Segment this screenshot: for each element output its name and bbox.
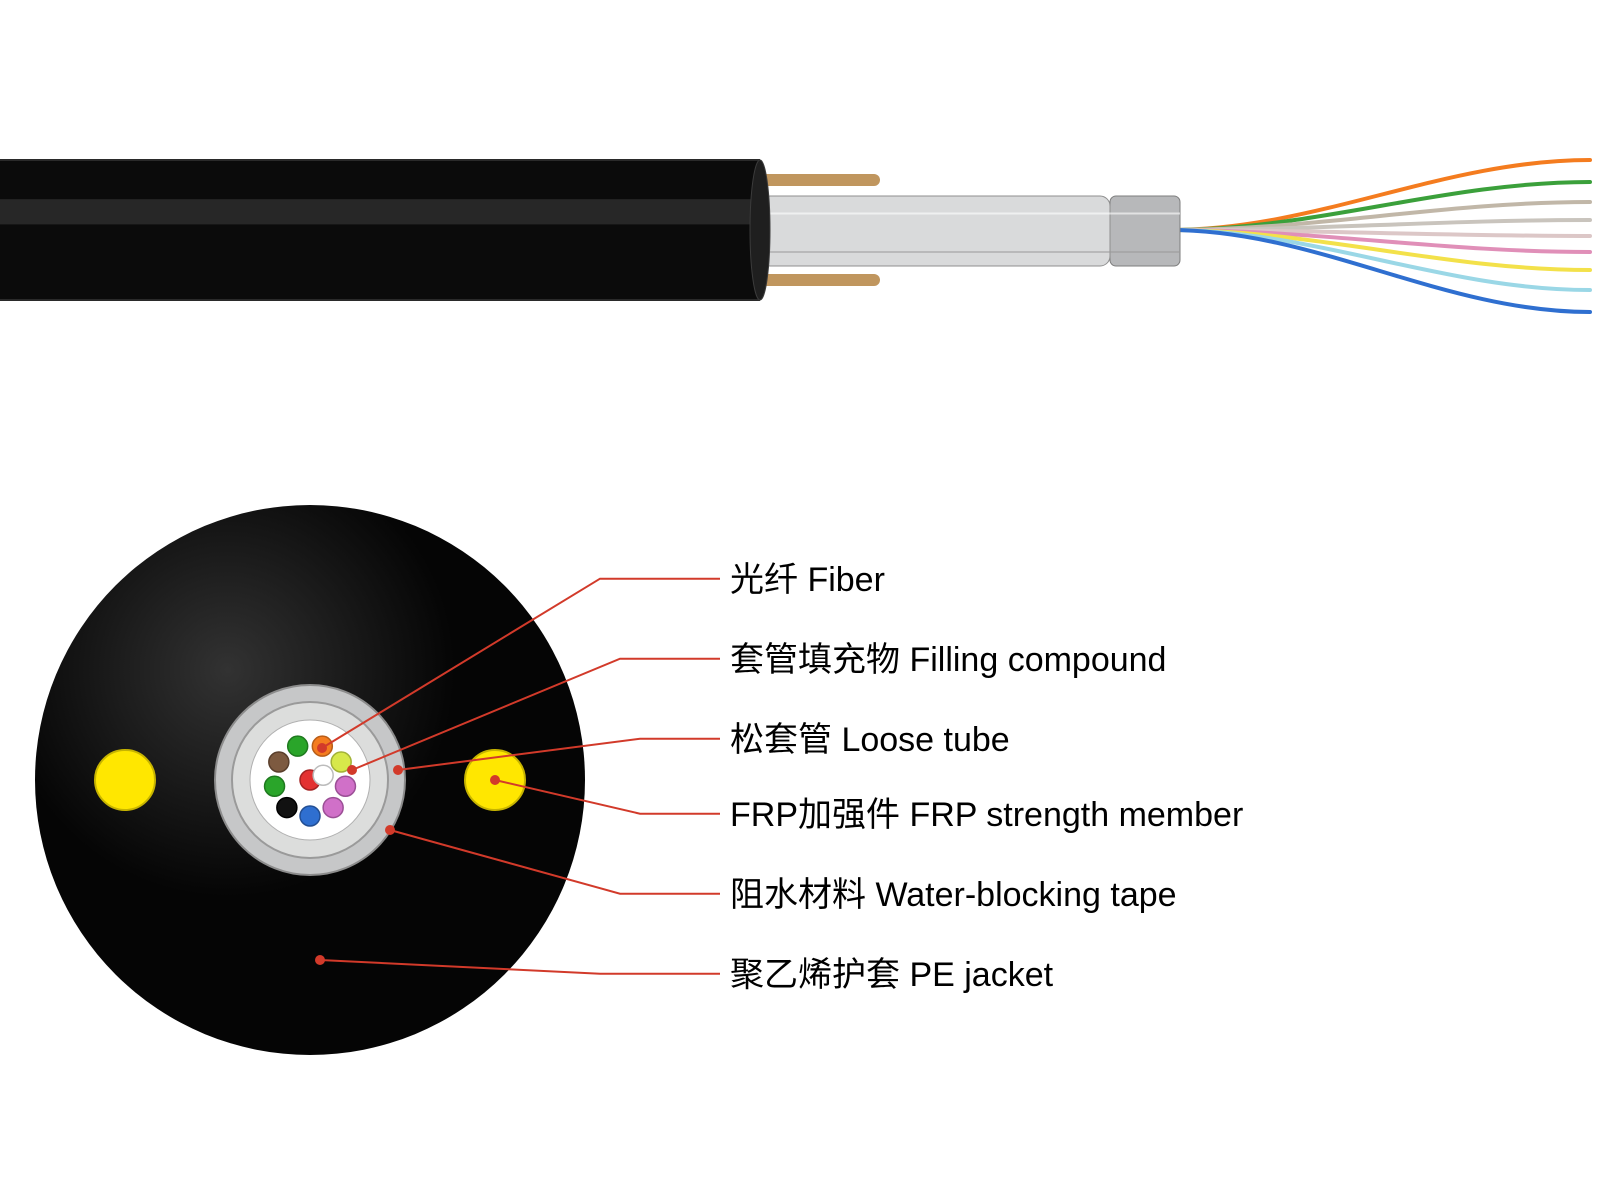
callout-label-pe: 聚乙烯护套 PE jacket <box>730 955 1053 996</box>
callout-label-frp: FRP加强件 FRP strength member <box>730 795 1243 836</box>
callout-label-loose_tube: 松套管 Loose tube <box>730 720 1010 761</box>
callout-label-filling: 套管填充物 Filling compound <box>730 640 1166 681</box>
callout-label-wbt: 阻水材料 Water-blocking tape <box>730 875 1177 916</box>
callout-label-fiber: 光纤 Fiber <box>730 560 885 601</box>
